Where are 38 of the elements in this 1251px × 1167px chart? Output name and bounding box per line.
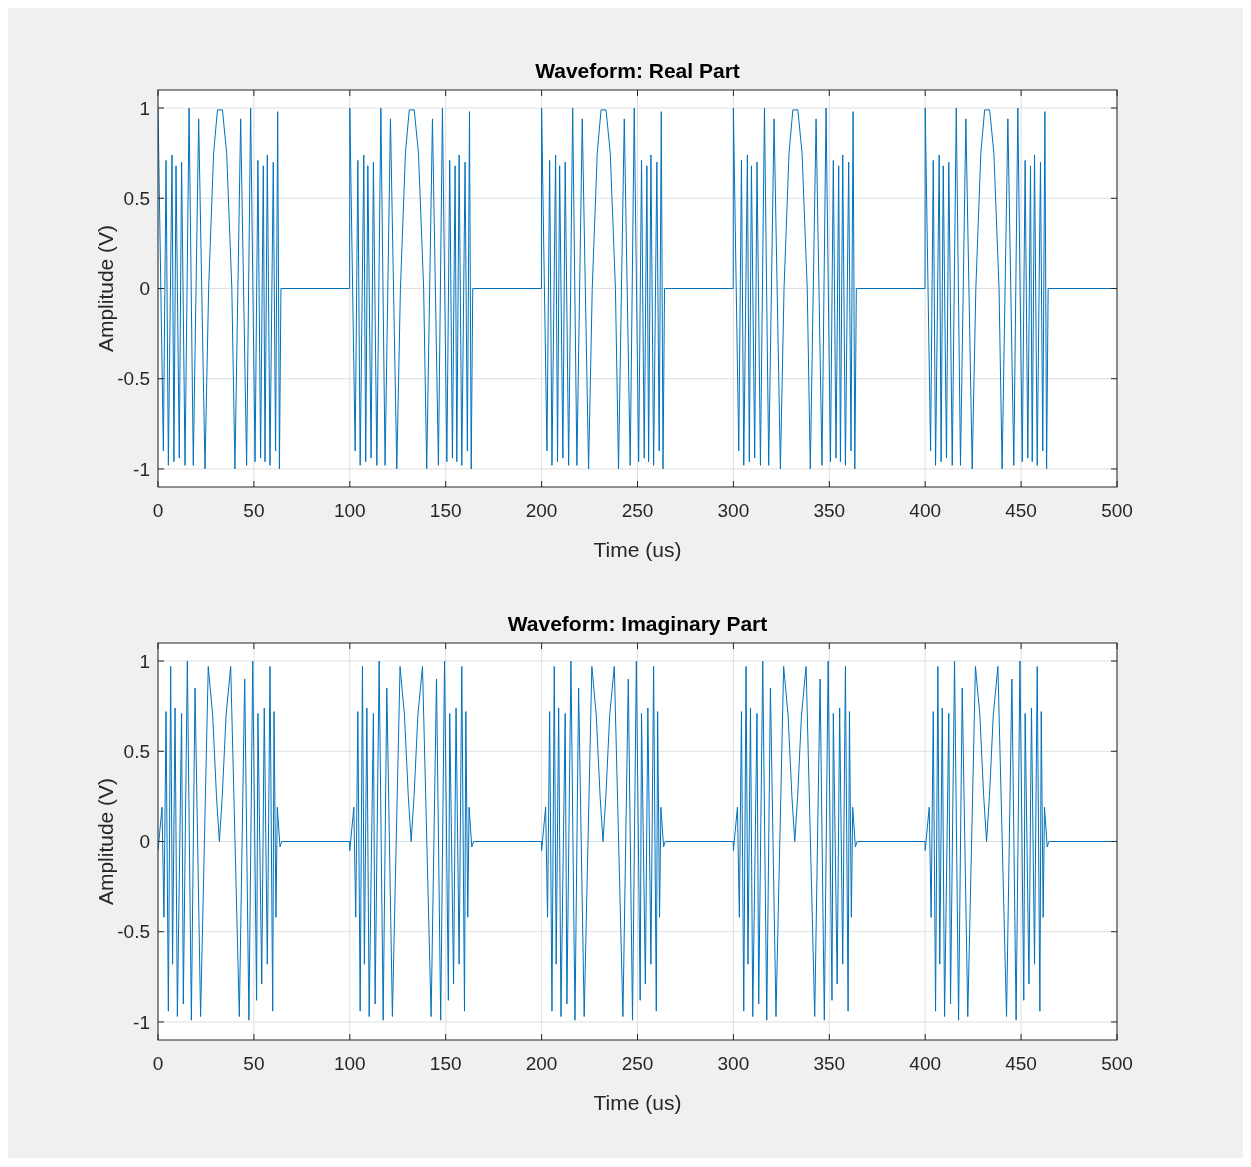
y-tick-label: -1 bbox=[133, 458, 150, 480]
y-tick-label: 0.5 bbox=[123, 187, 150, 209]
x-tick-label: 300 bbox=[717, 500, 750, 521]
x-tick-label: 200 bbox=[525, 500, 558, 521]
x-tick-label: 250 bbox=[621, 1053, 654, 1074]
y-tick-label: -0.5 bbox=[117, 921, 150, 943]
x-tick-label: 150 bbox=[429, 1053, 462, 1074]
x-tick-label: 100 bbox=[333, 1053, 366, 1074]
x-tick-label: 350 bbox=[813, 1053, 846, 1074]
x-tick-label: 0 bbox=[152, 1053, 164, 1074]
x-tick-label: 400 bbox=[909, 1053, 942, 1074]
chart-title: Waveform: Real Part bbox=[535, 59, 740, 82]
x-tick-label: 500 bbox=[1101, 1053, 1133, 1074]
x-tick-label: 50 bbox=[243, 500, 265, 521]
y-tick-label: 0 bbox=[139, 831, 150, 853]
x-tick-label: 100 bbox=[333, 500, 366, 521]
x-tick-label: 50 bbox=[243, 1053, 265, 1074]
x-tick-label: 450 bbox=[1005, 1053, 1037, 1074]
x-tick-label: 400 bbox=[909, 500, 942, 521]
x-tick-label: 450 bbox=[1005, 500, 1037, 521]
x-axis-title: Time (us) bbox=[593, 1091, 682, 1114]
x-tick-label: 250 bbox=[621, 500, 654, 521]
x-tick-label: 150 bbox=[429, 500, 462, 521]
y-tick-label: 1 bbox=[139, 650, 150, 672]
y-axis-title: Amplitude (V) bbox=[94, 224, 117, 353]
x-tick-label: 0 bbox=[152, 500, 164, 521]
chart-title: Waveform: Imaginary Part bbox=[507, 612, 768, 635]
x-tick-label: 350 bbox=[813, 500, 846, 521]
x-tick-label: 200 bbox=[525, 1053, 558, 1074]
x-axis-title: Time (us) bbox=[593, 538, 682, 561]
y-tick-label: -0.5 bbox=[117, 368, 150, 390]
y-tick-label: 1 bbox=[139, 97, 150, 119]
x-tick-label: 500 bbox=[1101, 500, 1133, 521]
y-axis-title: Amplitude (V) bbox=[94, 777, 117, 906]
x-tick-label: 300 bbox=[717, 1053, 750, 1074]
y-tick-label: 0.5 bbox=[123, 740, 150, 762]
y-tick-label: 0 bbox=[139, 278, 150, 300]
y-tick-label: -1 bbox=[133, 1011, 150, 1033]
